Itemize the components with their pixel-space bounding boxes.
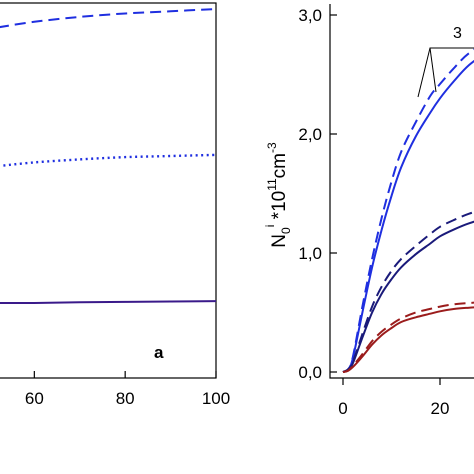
annotation-label: 3 [453,25,462,42]
panel-b-y-tick-label: 1,0 [298,244,322,263]
panel-a-series-3 [0,300,217,305]
panel-b-x-ticks: 0 20 [338,378,449,418]
panel-a-chart: 60 80 100 a [0,2,230,408]
panel-b-series-5 [342,301,474,373]
panel-b-series-3 [342,211,474,373]
panel-b-series-1 [342,48,474,373]
panel-a-frame [0,2,217,379]
panel-a-letter: a [154,343,164,362]
panel-b-chart: 0,0 1,0 2,0 3,0 0 20 3 N0i *1011cm-3 [263,4,474,418]
panel-a-series-2 [0,153,217,168]
panel-b-series-4 [342,220,474,373]
panel-b-y-ticks: 0,0 1,0 2,0 3,0 [298,6,337,382]
panel-b-x-tick-label: 20 [431,399,450,418]
panel-a-series-1 [0,8,217,29]
panel-a-x-tick-label: 60 [25,389,44,408]
panel-b-series-2 [342,59,474,373]
panel-b-y-tick-label: 3,0 [298,6,322,25]
panel-b-y-tick-label: 2,0 [298,125,322,144]
panel-b-axes [329,4,474,379]
panel-b-x-tick-label: 0 [338,399,347,418]
panel-a-x-tick-label: 80 [116,389,135,408]
panel-a-x-tick-label: 100 [202,389,230,408]
curve-group-annotation: 3 [417,25,474,98]
panel-b-lines [342,48,474,373]
panel-a-x-ticks: 60 80 100 [25,371,230,408]
panel-a-lines [0,8,217,305]
panel-b-y-tick-label: 0,0 [298,363,322,382]
panel-b-series-6 [342,306,474,373]
y-axis-label: N0i *1011cm-3 [263,142,293,248]
annotation-leader [429,47,437,93]
